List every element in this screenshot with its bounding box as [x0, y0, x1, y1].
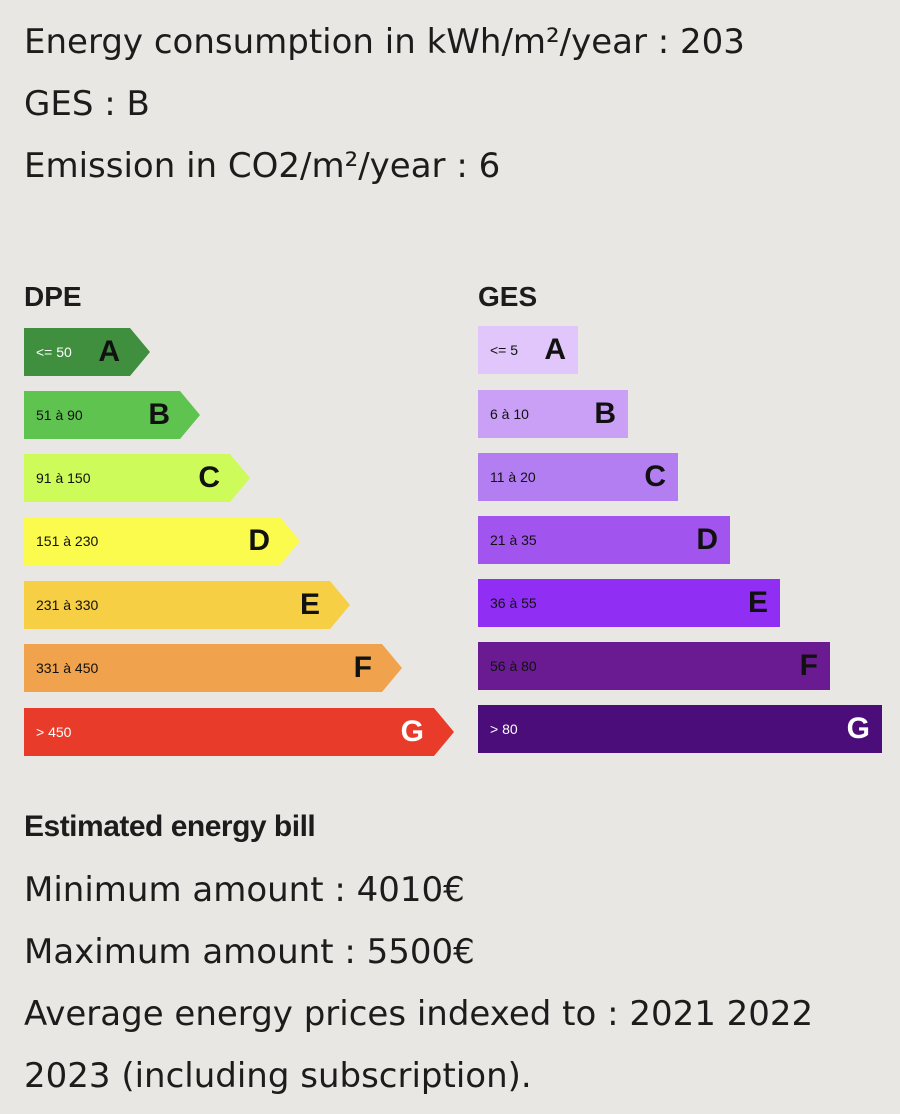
ges-title: GES — [478, 281, 538, 312]
dpe-letter-d: D — [248, 524, 270, 557]
dpe-bar-c: 91 à 150 C — [24, 454, 250, 502]
dpe-bar-f: 331 à 450 F — [24, 644, 402, 692]
ges-bar-c: 11 à 20 C — [478, 453, 678, 501]
price-index-text-line2: 2023 (including subscription). — [24, 1056, 532, 1096]
maximum-amount-text: Maximum amount : 5500€ — [24, 932, 475, 972]
dpe-letter-e: E — [299, 588, 320, 621]
dpe-range-c: 91 à 150 — [36, 470, 91, 486]
price-index-text-line1: Average energy prices indexed to : 2021 … — [24, 994, 814, 1034]
ges-range-f: 56 à 80 — [490, 658, 537, 674]
energy-bill-title: Estimated energy bill — [24, 810, 316, 843]
dpe-letter-g: G — [400, 715, 424, 748]
energy-consumption-text: Energy consumption in kWh/m²/year : 203 — [24, 22, 745, 62]
ges-letter-f: F — [799, 649, 818, 682]
dpe-bar-a: <= 50 A — [24, 328, 150, 376]
dpe-letter-c: C — [198, 461, 220, 494]
ges-range-b: 6 à 10 — [490, 406, 529, 422]
ges-letter-a: A — [544, 333, 566, 366]
dpe-range-e: 231 à 330 — [36, 597, 99, 613]
ges-bar-d: 21 à 35 D — [478, 516, 730, 564]
ges-range-d: 21 à 35 — [490, 532, 537, 548]
ges-class-text: GES : B — [24, 84, 150, 124]
dpe-letter-f: F — [353, 651, 372, 684]
dpe-letter-b: B — [148, 398, 170, 431]
dpe-range-f: 331 à 450 — [36, 660, 99, 676]
ges-bar-b: 6 à 10 B — [478, 390, 628, 438]
dpe-bar-d: 151 à 230 D — [24, 517, 300, 565]
minimum-amount-text: Minimum amount : 4010€ — [24, 870, 465, 910]
ges-bar-f: 56 à 80 F — [478, 642, 830, 690]
ges-bar-a: <= 5 A — [478, 326, 578, 374]
ges-range-g: > 80 — [490, 721, 518, 737]
ges-bar-g: > 80 G — [478, 705, 882, 753]
ges-bar-e: 36 à 55 E — [478, 579, 780, 627]
ges-letter-g: G — [846, 712, 870, 745]
emission-text: Emission in CO2/m²/year : 6 — [24, 146, 501, 186]
ges-letter-c: C — [644, 460, 666, 493]
ges-range-c: 11 à 20 — [490, 469, 536, 485]
dpe-range-d: 151 à 230 — [36, 533, 99, 549]
dpe-range-g: > 450 — [36, 724, 72, 740]
dpe-range-b: 51 à 90 — [36, 407, 83, 423]
ges-range-e: 36 à 55 — [490, 595, 537, 611]
dpe-bar-b: 51 à 90 B — [24, 391, 200, 439]
dpe-letter-a: A — [98, 335, 120, 368]
dpe-title: DPE — [24, 281, 82, 312]
dpe-bar-g: > 450 G — [24, 708, 454, 756]
ges-letter-b: B — [594, 397, 616, 430]
ges-letter-d: D — [696, 523, 718, 556]
dpe-bar-e: 231 à 330 E — [24, 581, 350, 629]
dpe-range-a: <= 50 — [36, 344, 72, 360]
ges-letter-e: E — [747, 586, 768, 619]
ges-range-a: <= 5 — [490, 342, 519, 358]
